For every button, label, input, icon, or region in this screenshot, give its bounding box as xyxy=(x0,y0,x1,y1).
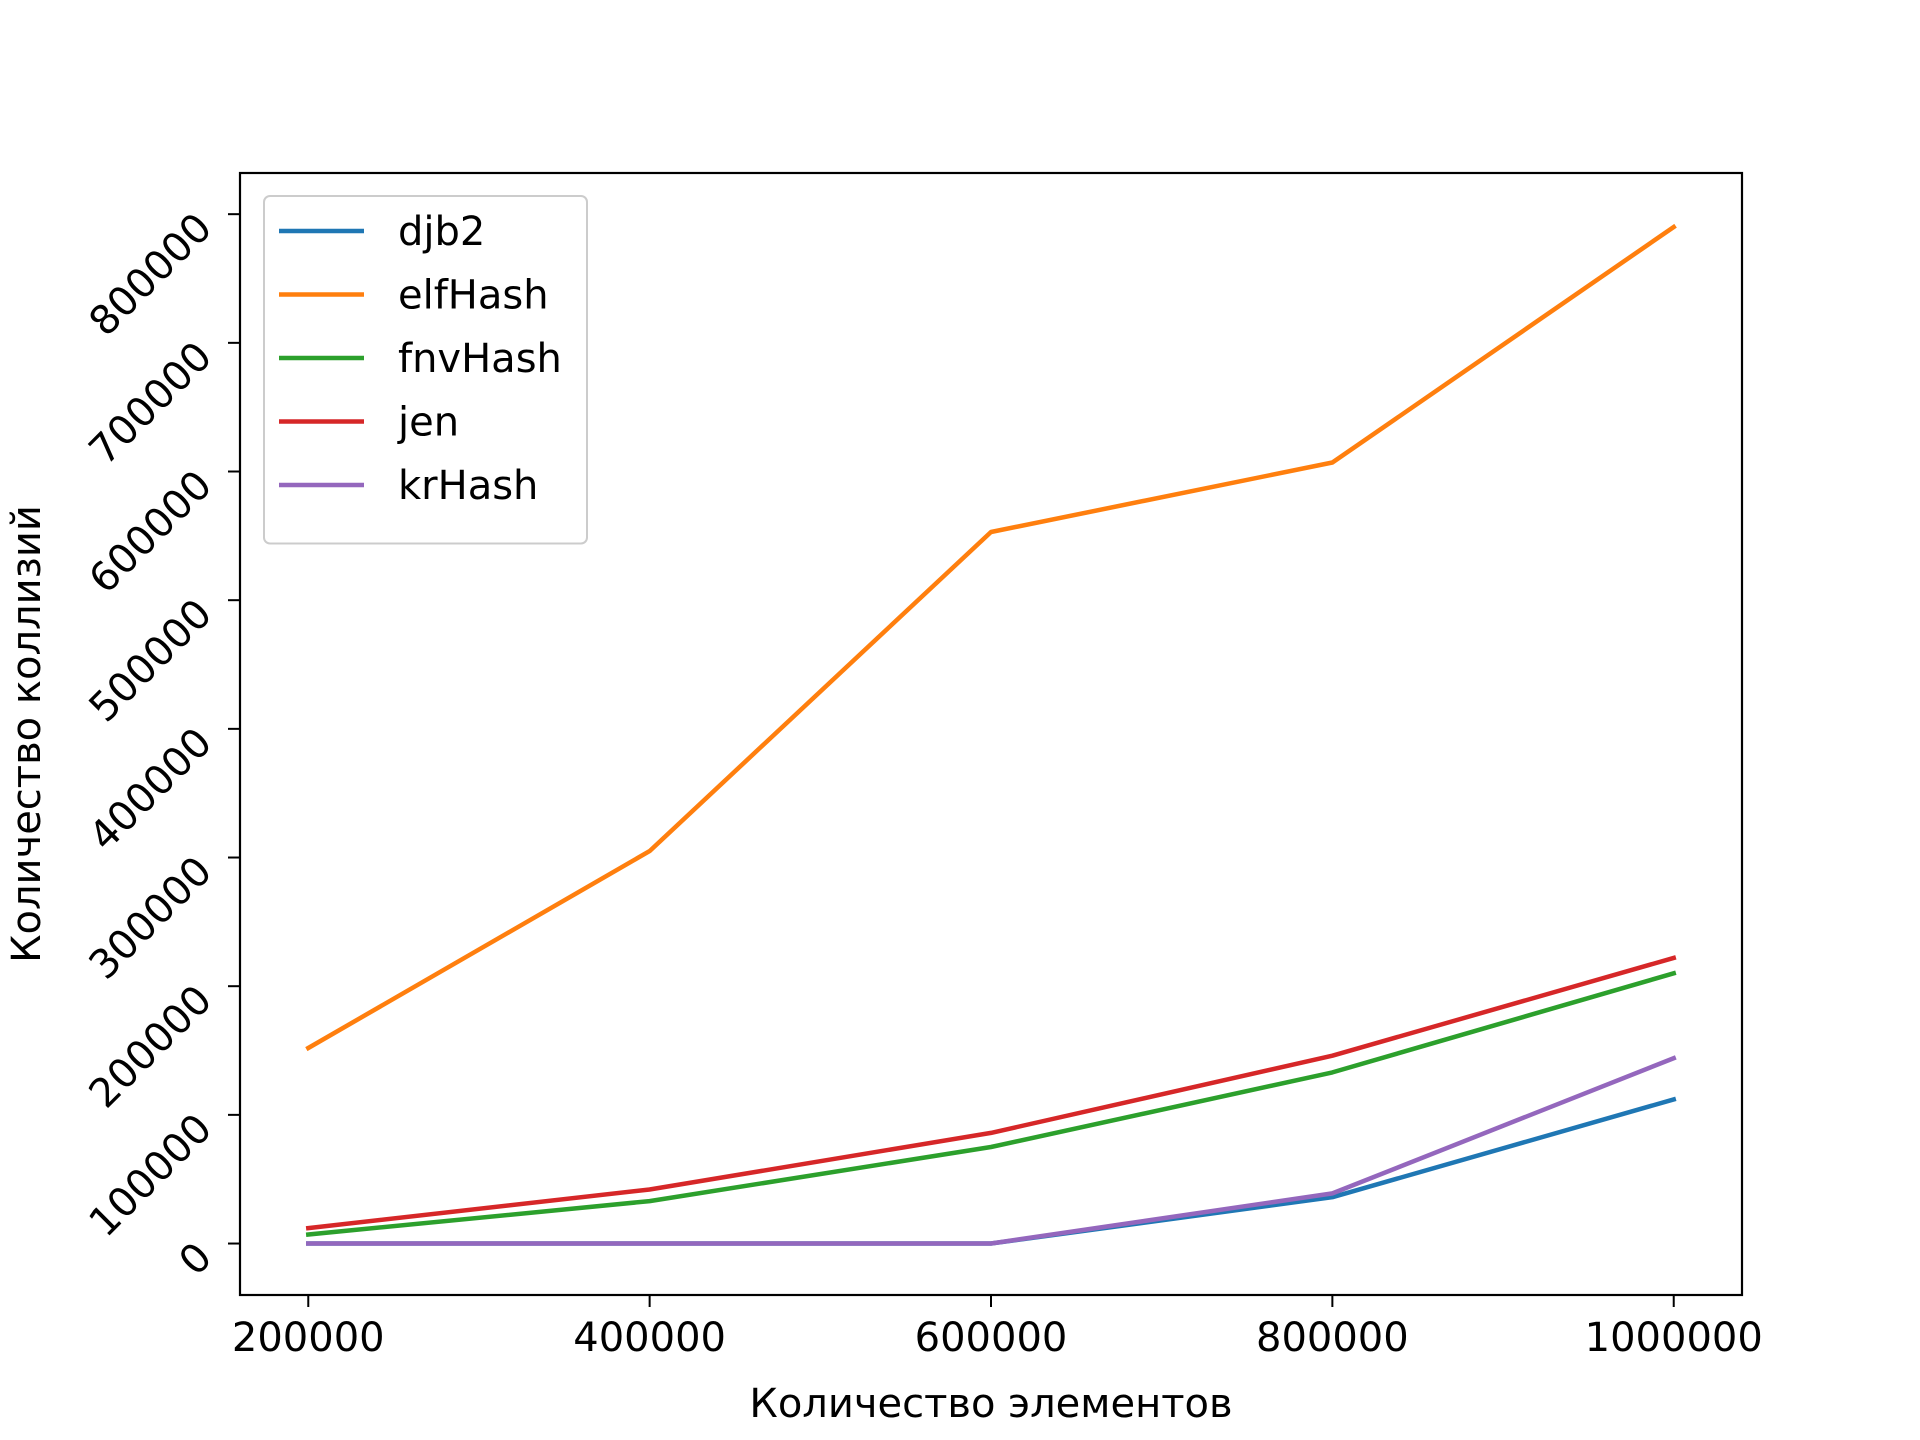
series-line-krHash xyxy=(306,1055,1677,1246)
x-tick-label: 600000 xyxy=(915,1315,1068,1361)
legend: djb2 elfHash fnvHash jen krHash xyxy=(263,195,588,545)
x-tick-label: 800000 xyxy=(1256,1315,1409,1361)
legend-label-krHash: krHash xyxy=(398,463,538,509)
series-line-elfHash xyxy=(305,223,1677,1052)
y-axis-label: Количество коллизий xyxy=(4,505,50,963)
legend-label-fnvHash: fnvHash xyxy=(398,336,562,382)
legend-box xyxy=(263,195,588,545)
series-line-fnvHash xyxy=(305,970,1677,1237)
legend-label-jen: jen xyxy=(397,400,459,446)
x-tick-label: 1000000 xyxy=(1585,1315,1763,1361)
x-axis: 200000 400000 600000 800000 1000000 xyxy=(232,1295,1763,1361)
legend-label-djb2: djb2 xyxy=(398,209,485,255)
series-line-jen xyxy=(305,955,1677,1231)
plot-lines xyxy=(305,223,1677,1246)
x-axis-label: Количество элементов xyxy=(749,1381,1232,1427)
legend-label-elfHash: elfHash xyxy=(398,273,549,319)
x-tick-label: 400000 xyxy=(573,1315,726,1361)
x-tick-label: 200000 xyxy=(232,1315,385,1361)
